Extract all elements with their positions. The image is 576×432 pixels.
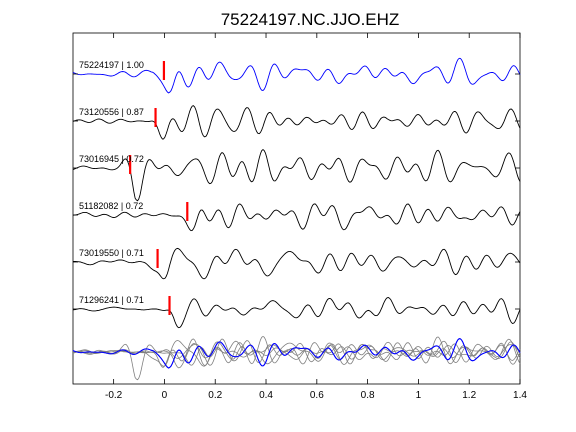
overlay-trace-6 <box>72 341 521 369</box>
plot-frame <box>72 32 521 385</box>
x-tick-label-4: 0.6 <box>310 390 324 401</box>
x-tick-label-1: 0 <box>162 390 168 401</box>
trace-line-4 <box>72 203 521 232</box>
trace-label-2: 73120556 | 0.87 <box>79 107 144 117</box>
trace-group: 75224197 | 1.00 73120556 | 0.87 73016945 |… <box>72 57 521 329</box>
overlay-stack <box>72 336 521 381</box>
right-trace-ticks <box>73 73 520 310</box>
x-tick-label-3: 0.4 <box>259 390 273 401</box>
x-tick-label-5: 0.8 <box>361 390 375 401</box>
overlay-trace-3 <box>72 336 521 381</box>
overlay-trace-4 <box>73 342 521 366</box>
trace-line-1 <box>72 57 521 94</box>
trace-label-4: 51182082 | 0.72 <box>79 201 143 211</box>
x-tick-label-8: 1.4 <box>513 390 527 401</box>
trace-line-6 <box>72 297 521 329</box>
trace-line-3 <box>72 149 521 202</box>
overlay-reference-trace <box>72 338 521 369</box>
trace-label-3: 73016945 | 0.72 <box>79 154 144 164</box>
trace-line-5 <box>72 247 521 280</box>
x-axis: -0.2 0 0.2 0.4 0.6 0.8 1 1.2 1.4 <box>105 33 527 401</box>
trace-line-2 <box>72 105 521 140</box>
trace-label-1: 75224197 | 1.00 <box>79 60 144 70</box>
x-tick-label-6: 1 <box>416 390 422 401</box>
x-tick-label-0: -0.2 <box>105 390 123 401</box>
trace-label-6: 71296241 | 0.71 <box>79 295 144 305</box>
trace-label-5: 73019550 | 0.71 <box>79 248 144 258</box>
x-tick-label-7: 1.2 <box>462 390 476 401</box>
x-tick-label-2: 0.2 <box>208 390 222 401</box>
chart-title: 75224197.NC.JJO.EHZ <box>221 10 400 29</box>
